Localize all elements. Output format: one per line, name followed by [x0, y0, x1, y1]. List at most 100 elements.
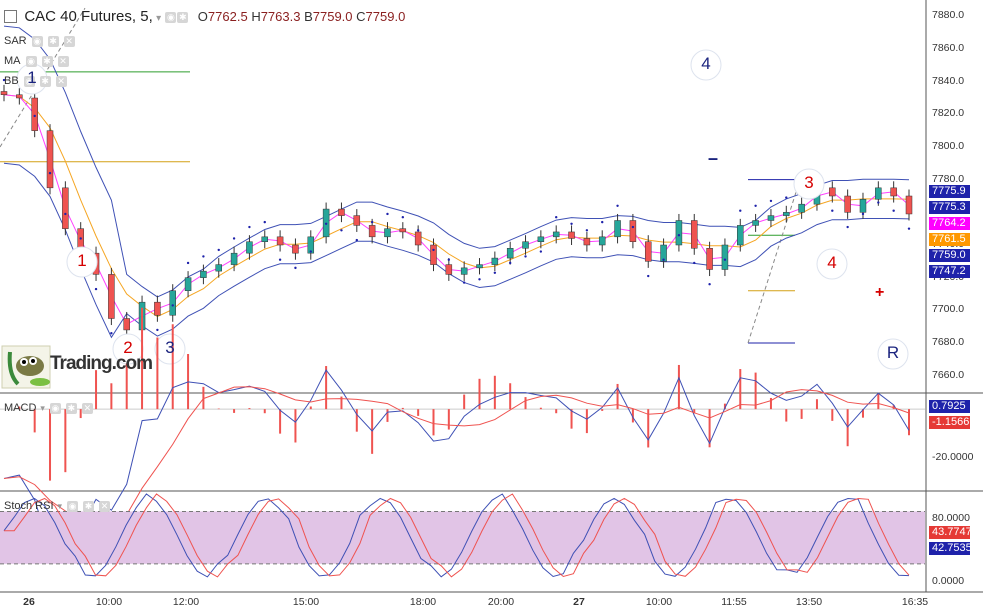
stoch-tag: 43.7747	[929, 526, 972, 539]
time-tick: 26	[23, 596, 35, 608]
sar-dot	[110, 332, 113, 335]
eye-icon[interactable]: ◉	[165, 12, 177, 24]
sar-dot	[156, 328, 159, 332]
candle-body	[62, 187, 69, 229]
candle-body	[31, 97, 38, 131]
candle-body	[890, 187, 897, 197]
bollinger-lower-line	[3, 162, 910, 339]
close-icon[interactable]: ✕	[81, 402, 93, 414]
indicator-ma[interactable]: MA ◉ ✱ ✕	[4, 55, 69, 67]
logo-text: Trading.com	[50, 353, 153, 374]
macd-tag: -1.1566	[929, 416, 970, 429]
candle-body	[491, 257, 499, 265]
sar-dot	[248, 225, 251, 229]
close-icon[interactable]: ✕	[55, 75, 67, 87]
sar-dot	[769, 199, 773, 203]
wave-label: 4	[827, 253, 837, 272]
price-tick: 7840.0	[932, 74, 965, 87]
eye-icon[interactable]: ◉	[49, 402, 61, 414]
close-icon[interactable]: ✕	[63, 35, 75, 47]
price-tag: 7747.2	[929, 265, 970, 278]
ohlc-readout: O7762.5 H7763.3 B7759.0 C7759.0	[197, 9, 406, 24]
logo-mascot-icon	[1, 345, 51, 389]
sar-dot	[739, 209, 742, 212]
candle-body	[246, 241, 253, 254]
sar-dot	[355, 238, 358, 242]
indicator-bb[interactable]: BB ◉ ✱ ✕	[4, 75, 67, 87]
eye-icon[interactable]: ◉	[67, 500, 79, 512]
candle-body	[859, 199, 867, 213]
gear-icon[interactable]: ✱	[177, 12, 189, 24]
eye-icon[interactable]: ◉	[31, 35, 43, 47]
sar-dot	[877, 201, 880, 204]
price-tick: 7860.0	[932, 42, 965, 54]
stoch-band	[0, 511, 925, 564]
symbol-title[interactable]: CAC 40 Futures, 5,	[24, 8, 153, 25]
trend-dashed-right	[747, 179, 801, 344]
candle-body	[200, 270, 207, 278]
sar-dot	[462, 281, 466, 284]
menu-icon[interactable]	[4, 10, 17, 23]
macd-tick: -20.0000	[932, 451, 974, 463]
eye-icon[interactable]: ◉	[23, 75, 35, 87]
candle-body	[476, 264, 483, 269]
candle-body	[123, 318, 130, 331]
wave-label: 1	[77, 251, 87, 270]
time-tick: 10:00	[95, 596, 123, 608]
sar-dot	[217, 248, 220, 252]
sar-dot	[723, 258, 727, 261]
eye-icon[interactable]: ◉	[25, 55, 37, 67]
indicator-sar[interactable]: SAR ◉ ✱ ✕	[4, 35, 75, 47]
candle-body	[414, 231, 422, 246]
sar-dot	[846, 225, 849, 229]
candle-body	[552, 231, 560, 238]
sar-dot	[48, 171, 52, 175]
candle-body	[706, 248, 713, 270]
time-tick: 27	[573, 596, 585, 608]
close-icon[interactable]: ✕	[99, 500, 111, 512]
close-icon[interactable]: ✕	[57, 55, 69, 67]
wave-label: 4	[701, 54, 711, 73]
candle-body	[737, 225, 744, 246]
price-tick: 7880.0	[932, 9, 965, 22]
candle-body	[445, 264, 453, 275]
candle-body	[844, 195, 851, 213]
stoch-tick-80: 80.0000	[932, 512, 970, 524]
sar-dot	[601, 220, 604, 224]
candle-body	[384, 228, 391, 238]
candle-body	[46, 130, 54, 189]
gear-icon[interactable]: ✱	[65, 402, 77, 414]
sar-dot	[662, 258, 665, 261]
candle-body	[108, 274, 115, 319]
price-tag: 7775.9	[929, 185, 970, 198]
sar-dot	[232, 237, 236, 240]
wave-label: 3	[165, 338, 175, 357]
sar-dot	[370, 220, 374, 224]
gear-icon[interactable]: ✱	[39, 75, 51, 87]
stoch-tick-0: 0.0000	[932, 575, 965, 587]
candle-body	[430, 244, 437, 265]
price-tag: 7764.2	[929, 217, 970, 230]
gear-icon[interactable]: ✱	[41, 55, 53, 67]
sar-dot	[677, 234, 681, 237]
indicator-macd[interactable]: MACD ▾ ◉ ✱ ✕	[4, 402, 93, 414]
sar-dot	[340, 229, 343, 232]
sar-dot	[202, 255, 205, 258]
gear-icon[interactable]: ✱	[47, 35, 59, 47]
wave-label-circle	[66, 246, 98, 278]
chevron-down-icon[interactable]: ▾	[156, 13, 162, 24]
candle-body	[230, 252, 238, 265]
wave-label-circle	[154, 333, 186, 365]
indicator-stoch-rsi[interactable]: Stoch RSI ▾ ◉ ✱ ✕	[4, 500, 111, 512]
sar-dot	[493, 271, 497, 274]
time-tick: 13:50	[795, 596, 823, 608]
price-tick: 7660.0	[932, 368, 965, 381]
candle-body	[307, 236, 315, 254]
sar-dot	[33, 114, 36, 118]
gear-icon[interactable]: ✱	[83, 500, 95, 512]
wave-label: 2	[123, 338, 133, 357]
sar-dot	[186, 261, 190, 265]
sar-dot	[539, 250, 543, 253]
stoch-tag: 42.7535	[929, 542, 972, 555]
